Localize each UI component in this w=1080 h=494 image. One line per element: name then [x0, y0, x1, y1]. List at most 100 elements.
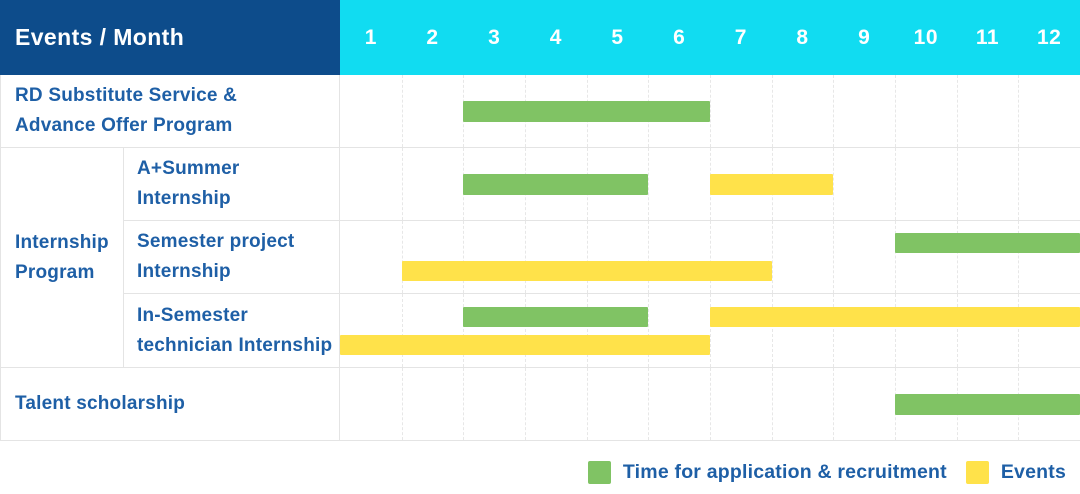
- header-row: Events / Month 1 2 3 4 5 6 7 8 9 10 11 12: [0, 0, 1080, 75]
- bar-line: [340, 173, 1080, 195]
- label-line: Semester project: [137, 231, 295, 252]
- month-gridline: [771, 368, 773, 440]
- label-line: Program: [15, 261, 95, 283]
- label-line: Advance Offer Program: [15, 115, 233, 136]
- month-gridline: [401, 148, 403, 220]
- bar-events: [710, 306, 1080, 327]
- month-gridline: [401, 75, 403, 147]
- month-gridline: [895, 294, 896, 367]
- group-rows: A+Summer Internship Semester project Intern…: [124, 148, 1080, 367]
- table-row: A+Summer Internship: [124, 148, 1080, 221]
- month-gridline: [525, 368, 526, 440]
- chart-cell: [340, 368, 1080, 440]
- bar-line: [340, 261, 1080, 281]
- month-gridline: [771, 75, 773, 147]
- month-gridline: [771, 221, 773, 293]
- month-gridline: [586, 294, 588, 367]
- bar-application-recruitment: [895, 393, 1080, 415]
- row-label: RD Substitute Service & Advance Offer Pro…: [0, 75, 340, 147]
- month-gridline: [710, 221, 711, 293]
- month-label: 1: [364, 25, 377, 49]
- bar-application-recruitment: [463, 173, 649, 195]
- month-gridline: [648, 221, 650, 293]
- legend-swatch-events: [965, 461, 989, 484]
- month-gridline: [401, 221, 403, 293]
- label-line: Internship: [15, 231, 109, 253]
- month-label: 11: [975, 25, 1000, 49]
- row-sublabel: A+Summer Internship: [124, 148, 340, 220]
- label-line: technician Internship: [137, 334, 333, 356]
- month-label: 12: [1036, 25, 1062, 49]
- label-line: A+Summer: [137, 158, 240, 179]
- table-body: RD Substitute Service & Advance Offer Pro…: [0, 75, 1080, 441]
- month-gridline: [1018, 75, 1020, 147]
- month-label: 7: [734, 25, 747, 49]
- chart-cell: [340, 75, 1080, 147]
- month-gridline: [833, 368, 835, 440]
- month-gridline: [833, 221, 835, 293]
- label-line: In-Semester: [137, 304, 248, 326]
- month-gridline: [648, 368, 650, 440]
- bar-line: [340, 233, 1080, 253]
- row-label: Talent scholarship: [0, 368, 340, 440]
- month-gridline: [586, 368, 588, 440]
- month-label: 5: [611, 25, 624, 49]
- bar-events: [401, 261, 772, 281]
- month-gridline: [833, 75, 835, 147]
- label-line: Internship: [137, 188, 231, 209]
- bar-line: [340, 306, 1080, 327]
- month-gridline: [525, 221, 526, 293]
- group-label: Internship Program: [0, 148, 124, 367]
- month-gridline: [586, 221, 588, 293]
- legend-swatch-application: [587, 461, 611, 484]
- month-label: 3: [488, 25, 501, 49]
- month-gridline: [895, 75, 896, 147]
- table-row: In-Semester technician Internship: [124, 294, 1080, 367]
- month-label: 9: [858, 25, 871, 49]
- month-label: 4: [549, 25, 562, 49]
- label-line: RD Substitute Service &: [15, 85, 238, 106]
- legend-item: Time for application & recruitment: [587, 461, 947, 484]
- month-label: 8: [796, 25, 809, 49]
- month-label: 10: [913, 25, 938, 49]
- month-gridline: [956, 148, 958, 220]
- bar-application-recruitment: [463, 306, 649, 327]
- month-gridline: [956, 75, 958, 147]
- bar-line: [340, 393, 1080, 415]
- month-gridline: [463, 221, 465, 293]
- table-row: RD Substitute Service & Advance Offer Pro…: [0, 75, 1080, 148]
- bar-line: [340, 334, 1080, 355]
- month-gridline: [648, 294, 650, 367]
- legend-item: Events: [965, 461, 1066, 484]
- month-gridline: [463, 294, 465, 367]
- row-sublabel: Semester project Internship: [124, 221, 340, 293]
- month-gridline: [463, 368, 465, 440]
- chart-cell: [340, 221, 1080, 293]
- month-gridline: [1018, 294, 1020, 367]
- legend: Time for application & recruitment Events: [587, 461, 1066, 484]
- month-gridline: [648, 148, 650, 220]
- legend-label: Time for application & recruitment: [622, 461, 947, 483]
- month-gridline: [771, 294, 773, 367]
- legend-label: Events: [1000, 461, 1066, 483]
- month-gridline: [1018, 221, 1020, 293]
- label-line: Internship: [137, 261, 231, 282]
- month-gridline: [710, 368, 711, 440]
- month-gridline: [833, 294, 835, 367]
- month-label: 2: [426, 25, 439, 49]
- group-block-internship-program: Internship Program A+Summer Internship Semes…: [0, 148, 1080, 368]
- month-gridline: [710, 75, 711, 147]
- month-gridline: [710, 294, 711, 367]
- month-gridline: [956, 294, 958, 367]
- month-gridline: [401, 294, 403, 367]
- bar-application-recruitment: [463, 100, 710, 122]
- month-gridline: [833, 148, 835, 220]
- schedule-table: Events / Month 1 2 3 4 5 6 7 8 9 10 11 12 RD Substi…: [0, 0, 1080, 441]
- bar-events: [710, 173, 834, 195]
- month-gridline: [956, 221, 958, 293]
- label-line: Talent scholarship: [15, 393, 186, 414]
- row-sublabel: In-Semester technician Internship: [124, 294, 340, 367]
- bar-events: [340, 334, 710, 355]
- month-gridline: [401, 368, 403, 440]
